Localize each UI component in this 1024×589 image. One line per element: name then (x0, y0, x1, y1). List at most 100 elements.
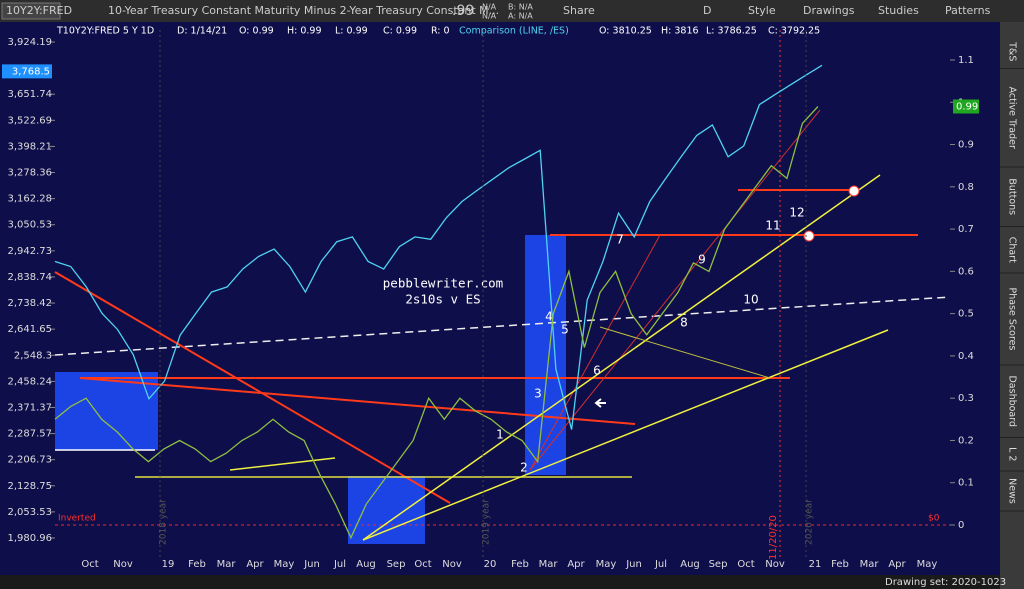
side-tab[interactable]: Phase Scores (1007, 288, 1018, 351)
year-mark: 2020 year (805, 499, 815, 545)
x-tick-label: May (917, 559, 938, 570)
wave-label: 9 (698, 253, 706, 267)
y-tick-label: 2,458.24 (7, 376, 52, 387)
y-tick-label: 2,548.3 (14, 350, 52, 361)
x-tick-label: Oct (737, 559, 754, 570)
y2-tick-label: 1.1 (958, 55, 974, 66)
x-tick-label: Feb (188, 559, 206, 570)
x-tick-label: Mar (539, 559, 559, 570)
wave-label: 6 (593, 364, 601, 378)
y-tick-label: 3,398.21 (7, 141, 52, 152)
button[interactable]: Studies (878, 4, 919, 17)
y-tick-label: 2,287.57 (7, 429, 52, 440)
description: 10-Year Treasury Constant Maturity Minus… (108, 4, 499, 17)
button[interactable]: Patterns (945, 4, 991, 17)
y2-tick-label: 0.3 (958, 393, 974, 404)
side-tab[interactable]: T&S (1007, 41, 1018, 61)
header-field: C: 3792.25 (768, 26, 820, 37)
x-tick-label: Mar (217, 559, 237, 570)
wave-label: 2 (520, 461, 528, 475)
x-tick-label: Jul (333, 559, 346, 570)
header-field: L: 0.99 (335, 26, 368, 37)
header-field: C: 0.99 (383, 26, 417, 37)
x-tick-label: Jun (303, 559, 320, 570)
x-tick-label: Jun (625, 559, 642, 570)
x-tick-label: Aug (356, 559, 376, 570)
header-field: O: 0.99 (239, 26, 274, 37)
series-line (54, 64, 823, 430)
side-tab[interactable]: Dashboard (1007, 375, 1018, 427)
wave-label: 8 (680, 316, 688, 330)
wave-label: 12 (789, 206, 804, 220)
series-line (54, 106, 819, 540)
x-tick-label: Aug (680, 559, 700, 570)
x-tick-label: Oct (81, 559, 98, 570)
side-tab[interactable]: L 2 (1007, 447, 1018, 461)
ask: A: N/A (508, 12, 533, 21)
wave-label: 7 (616, 233, 624, 247)
header-field: D: 1/14/21 (177, 26, 227, 37)
side-tab[interactable]: News (1007, 478, 1018, 504)
toolbar (0, 0, 1024, 22)
subtitle: 2s10s v ES (405, 292, 480, 307)
header-field: H: 3816 (661, 26, 699, 37)
plot-bg (0, 22, 1000, 575)
year-mark: 2019 year (482, 499, 492, 545)
x-tick-label: 20 (484, 559, 497, 570)
site: pebblewriter.com (383, 276, 503, 291)
x-tick-label: Mar (860, 559, 880, 570)
y-tick-label: 2,738.42 (7, 298, 52, 309)
wave-label: 10 (743, 293, 758, 307)
current-price: 3,768.5 (12, 66, 50, 77)
x-tick-label: Nov (113, 559, 133, 570)
last: .99 (452, 3, 474, 19)
y-tick-label: 2,371.37 (7, 402, 52, 413)
x-tick-label: Oct (414, 559, 431, 570)
x-tick-label: Jul (654, 559, 667, 570)
y2-tick-label: 0.2 (958, 435, 974, 446)
y2-tick-label: 0 (958, 520, 964, 531)
side-tab[interactable]: Chart (1007, 237, 1018, 263)
x-tick-label: Feb (831, 559, 849, 570)
header-field: L: 3786.25 (706, 26, 757, 37)
y2-tick-label: 0.6 (958, 266, 974, 277)
x-tick-label: May (596, 559, 617, 570)
x-tick-label: Nov (442, 559, 462, 570)
symbol: 10Y2Y:FRED (6, 4, 72, 17)
y2-tick-label: 0.1 (958, 478, 974, 489)
x-tick-label: Sep (387, 559, 406, 570)
x-tick-label: Apr (567, 559, 585, 570)
x-tick-label: Apr (246, 559, 264, 570)
button[interactable]: Drawings (803, 4, 855, 17)
y-tick-label: 3,651.74 (7, 89, 52, 100)
y2-tick-label: 0.8 (958, 182, 974, 193)
zero-label: $0 (928, 514, 940, 524)
side-strip (1000, 22, 1024, 589)
y2-tick-label: 0.9 (958, 140, 974, 151)
change: N/A (482, 3, 497, 12)
y-tick-label: 3,278.36 (7, 167, 52, 178)
x-tick-label: Feb (511, 559, 529, 570)
x-tick-label: Apr (888, 559, 906, 570)
y-tick-label: 3,522.69 (7, 115, 52, 126)
header-field: H: 0.99 (287, 26, 322, 37)
button[interactable]: Style (748, 4, 776, 17)
year-mark: 2018 year (159, 499, 169, 545)
y-tick-label: 2,838.74 (7, 272, 52, 283)
side-tab[interactable]: Buttons (1007, 178, 1018, 215)
wave-label: 4 (545, 310, 553, 324)
button[interactable]: D (703, 4, 711, 17)
symbol-box[interactable] (1, 2, 61, 20)
y-tick-label: 3,162.28 (7, 194, 52, 205)
y-tick-label: 3,050.53 (7, 220, 52, 231)
header-field: R: 0 (431, 26, 450, 37)
side-tab[interactable]: Active Trader (1007, 87, 1018, 149)
y2-tick-label: 0.5 (958, 309, 974, 320)
drawings (54, 30, 951, 560)
x-tick-label: 19 (162, 559, 175, 570)
button[interactable]: Share (563, 4, 595, 17)
y-tick-label: 1,980.96 (7, 533, 52, 544)
x-tick-label: Nov (765, 559, 785, 570)
date-marker: 11/20/20 (768, 515, 779, 560)
